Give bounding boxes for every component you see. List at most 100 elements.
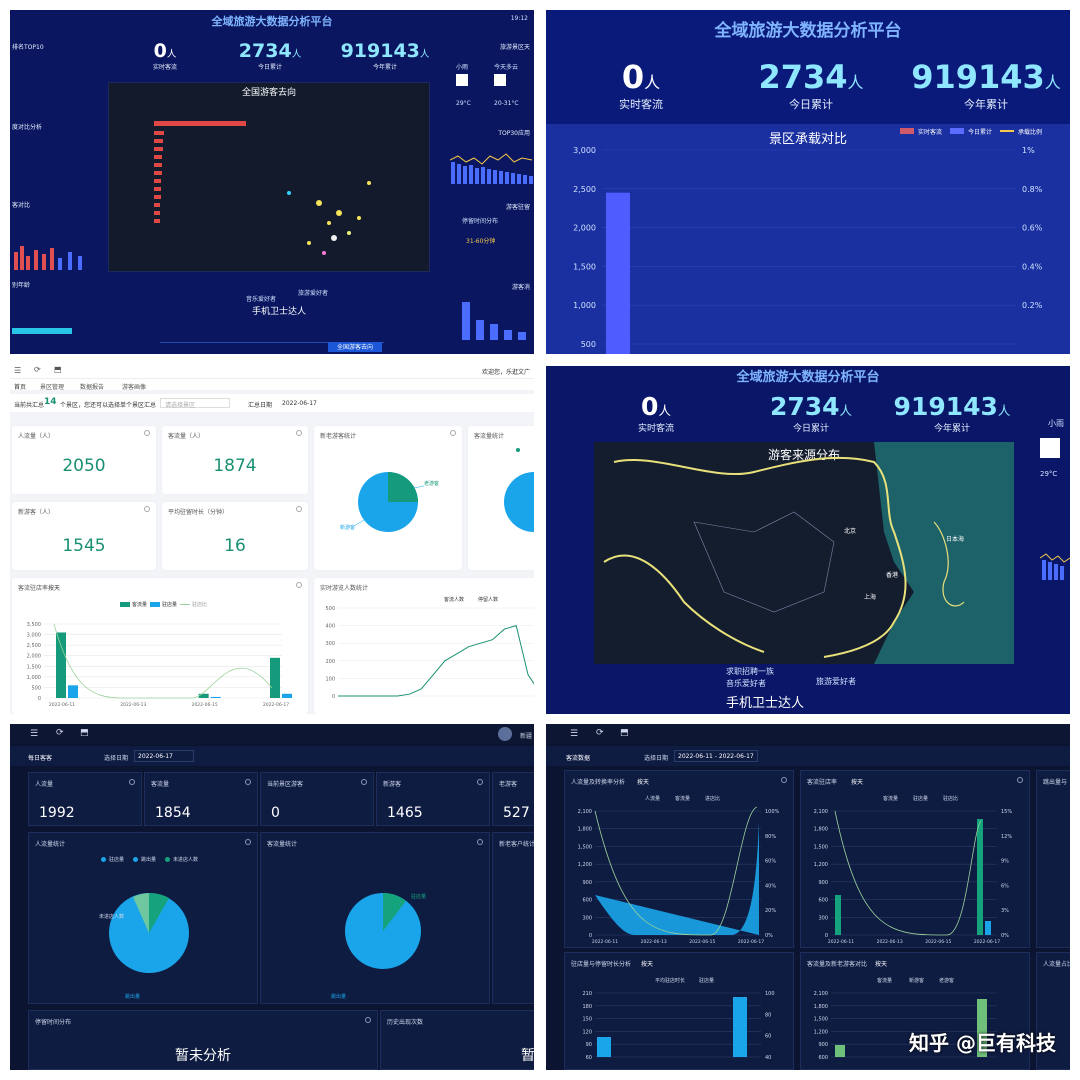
kpi-unit: 人 (166, 49, 177, 60)
bottom-tab-active[interactable]: 全国游客去向 (328, 342, 382, 352)
kpi-value: 0 (621, 58, 645, 96)
stat-card-new: 新游客 1465 (376, 772, 490, 826)
fullscreen-icon[interactable]: ⬒ (620, 728, 629, 738)
kpi-label: 今日累计 (792, 424, 829, 434)
section-label: 每日客客 (28, 755, 53, 762)
legend-dot (165, 857, 170, 862)
legend-0: 人流量 (645, 796, 661, 802)
y-tick-label: 1,800 (814, 1004, 828, 1010)
legend-1: 新游客 (909, 978, 925, 984)
avatar[interactable] (498, 727, 512, 741)
menu-icon[interactable]: ☰ (14, 366, 22, 375)
fullscreen-icon[interactable]: ⬒ (80, 728, 89, 738)
chart-select[interactable]: 按天 (641, 961, 654, 968)
card-value: 0 (271, 805, 280, 821)
x-tick-label: 2022-06-15 (689, 939, 715, 945)
source-tag-main: 手机卫士达人 (726, 696, 805, 711)
info-icon[interactable] (450, 430, 456, 436)
kpi-label: 今日累计 (789, 98, 833, 111)
date-range-picker[interactable]: 2022-06-11 - 2022-06-17 (674, 750, 758, 762)
card-value: 1992 (39, 805, 75, 821)
chart-select[interactable]: 按天 (875, 961, 888, 968)
info-icon[interactable] (245, 839, 251, 845)
card-label: 新老客户统计 (499, 841, 534, 848)
info-icon[interactable] (1017, 777, 1023, 783)
y-tick-label: 900 (818, 1042, 828, 1048)
info-icon[interactable] (781, 777, 787, 783)
info-icon[interactable] (477, 779, 483, 785)
kpi-realtime: 0人 实时客流 (130, 40, 200, 71)
stat-card-current: 当前景区游客 0 (260, 772, 374, 826)
new-old-card: 新老客户统计 (492, 832, 534, 1004)
kpi-year: 919143人 今年累计 (882, 392, 1022, 434)
user-name[interactable]: 新疆 (519, 733, 532, 740)
info-icon[interactable] (361, 779, 367, 785)
info-icon[interactable] (129, 779, 135, 785)
pie1-legend-0: 驻店量 (109, 857, 125, 863)
info-icon[interactable] (245, 779, 251, 785)
card-label: 实时游览人数统计 (320, 585, 369, 592)
left-label-age: 别年龄 (12, 282, 31, 289)
tab-report[interactable]: 数据报告 (80, 384, 105, 391)
x-tick-label: 2022-06-15 (925, 939, 951, 945)
source-panel: 全域旅游大数据分析平台 0人 实时客流 2734人 今日累计 919143人 今… (546, 366, 1070, 714)
kpi-today: 2734人 今日累计 (225, 40, 315, 71)
info-icon[interactable] (296, 430, 302, 436)
china-map (603, 442, 1014, 664)
bar-flow (56, 632, 66, 698)
chart-select[interactable]: 按天 (637, 779, 650, 786)
y-tick-label: 0 (589, 933, 592, 939)
line-legend-1: 停留人数 (478, 597, 499, 603)
weather-2-temp: 20-31°C (494, 100, 519, 107)
menu-icon[interactable]: ☰ (570, 729, 579, 739)
y2-tick-label: 80 (765, 1012, 771, 1018)
kpi-unit: 人 (997, 403, 1011, 418)
info-icon[interactable] (144, 506, 150, 512)
user-greeting[interactable]: 欢迎您，乐逛文广 (481, 369, 530, 376)
date-value[interactable]: 2022-06-17 (282, 400, 317, 407)
area-fill (595, 821, 759, 935)
scenic-select[interactable]: 请选择景区 (160, 398, 230, 409)
tab-profile[interactable]: 游客画像 (122, 384, 147, 391)
card-label: 人流量统计 (35, 841, 66, 848)
weather-2-icon (494, 74, 506, 86)
refresh-icon[interactable]: ⟳ (596, 728, 604, 738)
card-label: 客流量及新老游客对比 (807, 961, 868, 968)
y-tick-label: 180 (582, 1004, 592, 1010)
info-icon[interactable] (296, 506, 302, 512)
card-label: 新老游客统计 (320, 433, 357, 440)
legend-dot (133, 857, 138, 862)
weather-1-temp: 29°C (456, 100, 471, 107)
date-picker[interactable]: 2022-06-17 (134, 750, 194, 762)
card-label: 老游客 (499, 781, 518, 788)
y-tick-label: 210 (582, 991, 592, 997)
tab-home[interactable]: 首页 (14, 384, 27, 391)
refresh-icon[interactable]: ⟳ (34, 365, 41, 374)
info-icon[interactable] (296, 582, 302, 588)
pie-label-old: 老游客 (424, 481, 440, 487)
bar-select[interactable]: 按天 (48, 585, 61, 592)
kpi-today: 2734人 今日累计 (746, 58, 876, 112)
kpi-year: 919143人 今年累计 (330, 40, 440, 71)
kpi-unit: 人 (847, 73, 864, 92)
info-icon[interactable] (365, 1017, 371, 1023)
bar-stay (597, 1037, 611, 1057)
fullscreen-icon[interactable]: ⬒ (54, 365, 62, 374)
y-tick-label: 600 (582, 898, 592, 904)
menu-icon[interactable]: ☰ (30, 729, 39, 739)
info-icon[interactable] (144, 430, 150, 436)
x-tick-label: 2022-06-13 (877, 939, 903, 945)
capacity-chart: 景区承载对比 实时客流 今日累计 承载比例 3,000 2,500 2,000 1,5… (546, 124, 1070, 354)
place-hk: 香港 (886, 572, 899, 579)
y-tick-label: 1,000 (573, 301, 596, 310)
tab-scenic[interactable]: 景区管理 (40, 384, 65, 391)
refresh-icon[interactable]: ⟳ (56, 728, 64, 738)
y-tick-label: 1,500 (27, 664, 41, 670)
info-icon[interactable] (477, 839, 483, 845)
capacity-bar-chart: 3,000 2,500 2,000 1,500 1,000 500 1% 0.8% 0.6% 0.… (573, 146, 1043, 354)
no-analysis-text: 暂未分析 (175, 1048, 231, 1064)
white-line-chart: 500 400 300 200 100 0 (325, 606, 534, 700)
card-label: 跳出量与 (1043, 779, 1068, 786)
chart-select[interactable]: 按天 (851, 779, 864, 786)
y-tick-label: 1,200 (578, 862, 592, 868)
